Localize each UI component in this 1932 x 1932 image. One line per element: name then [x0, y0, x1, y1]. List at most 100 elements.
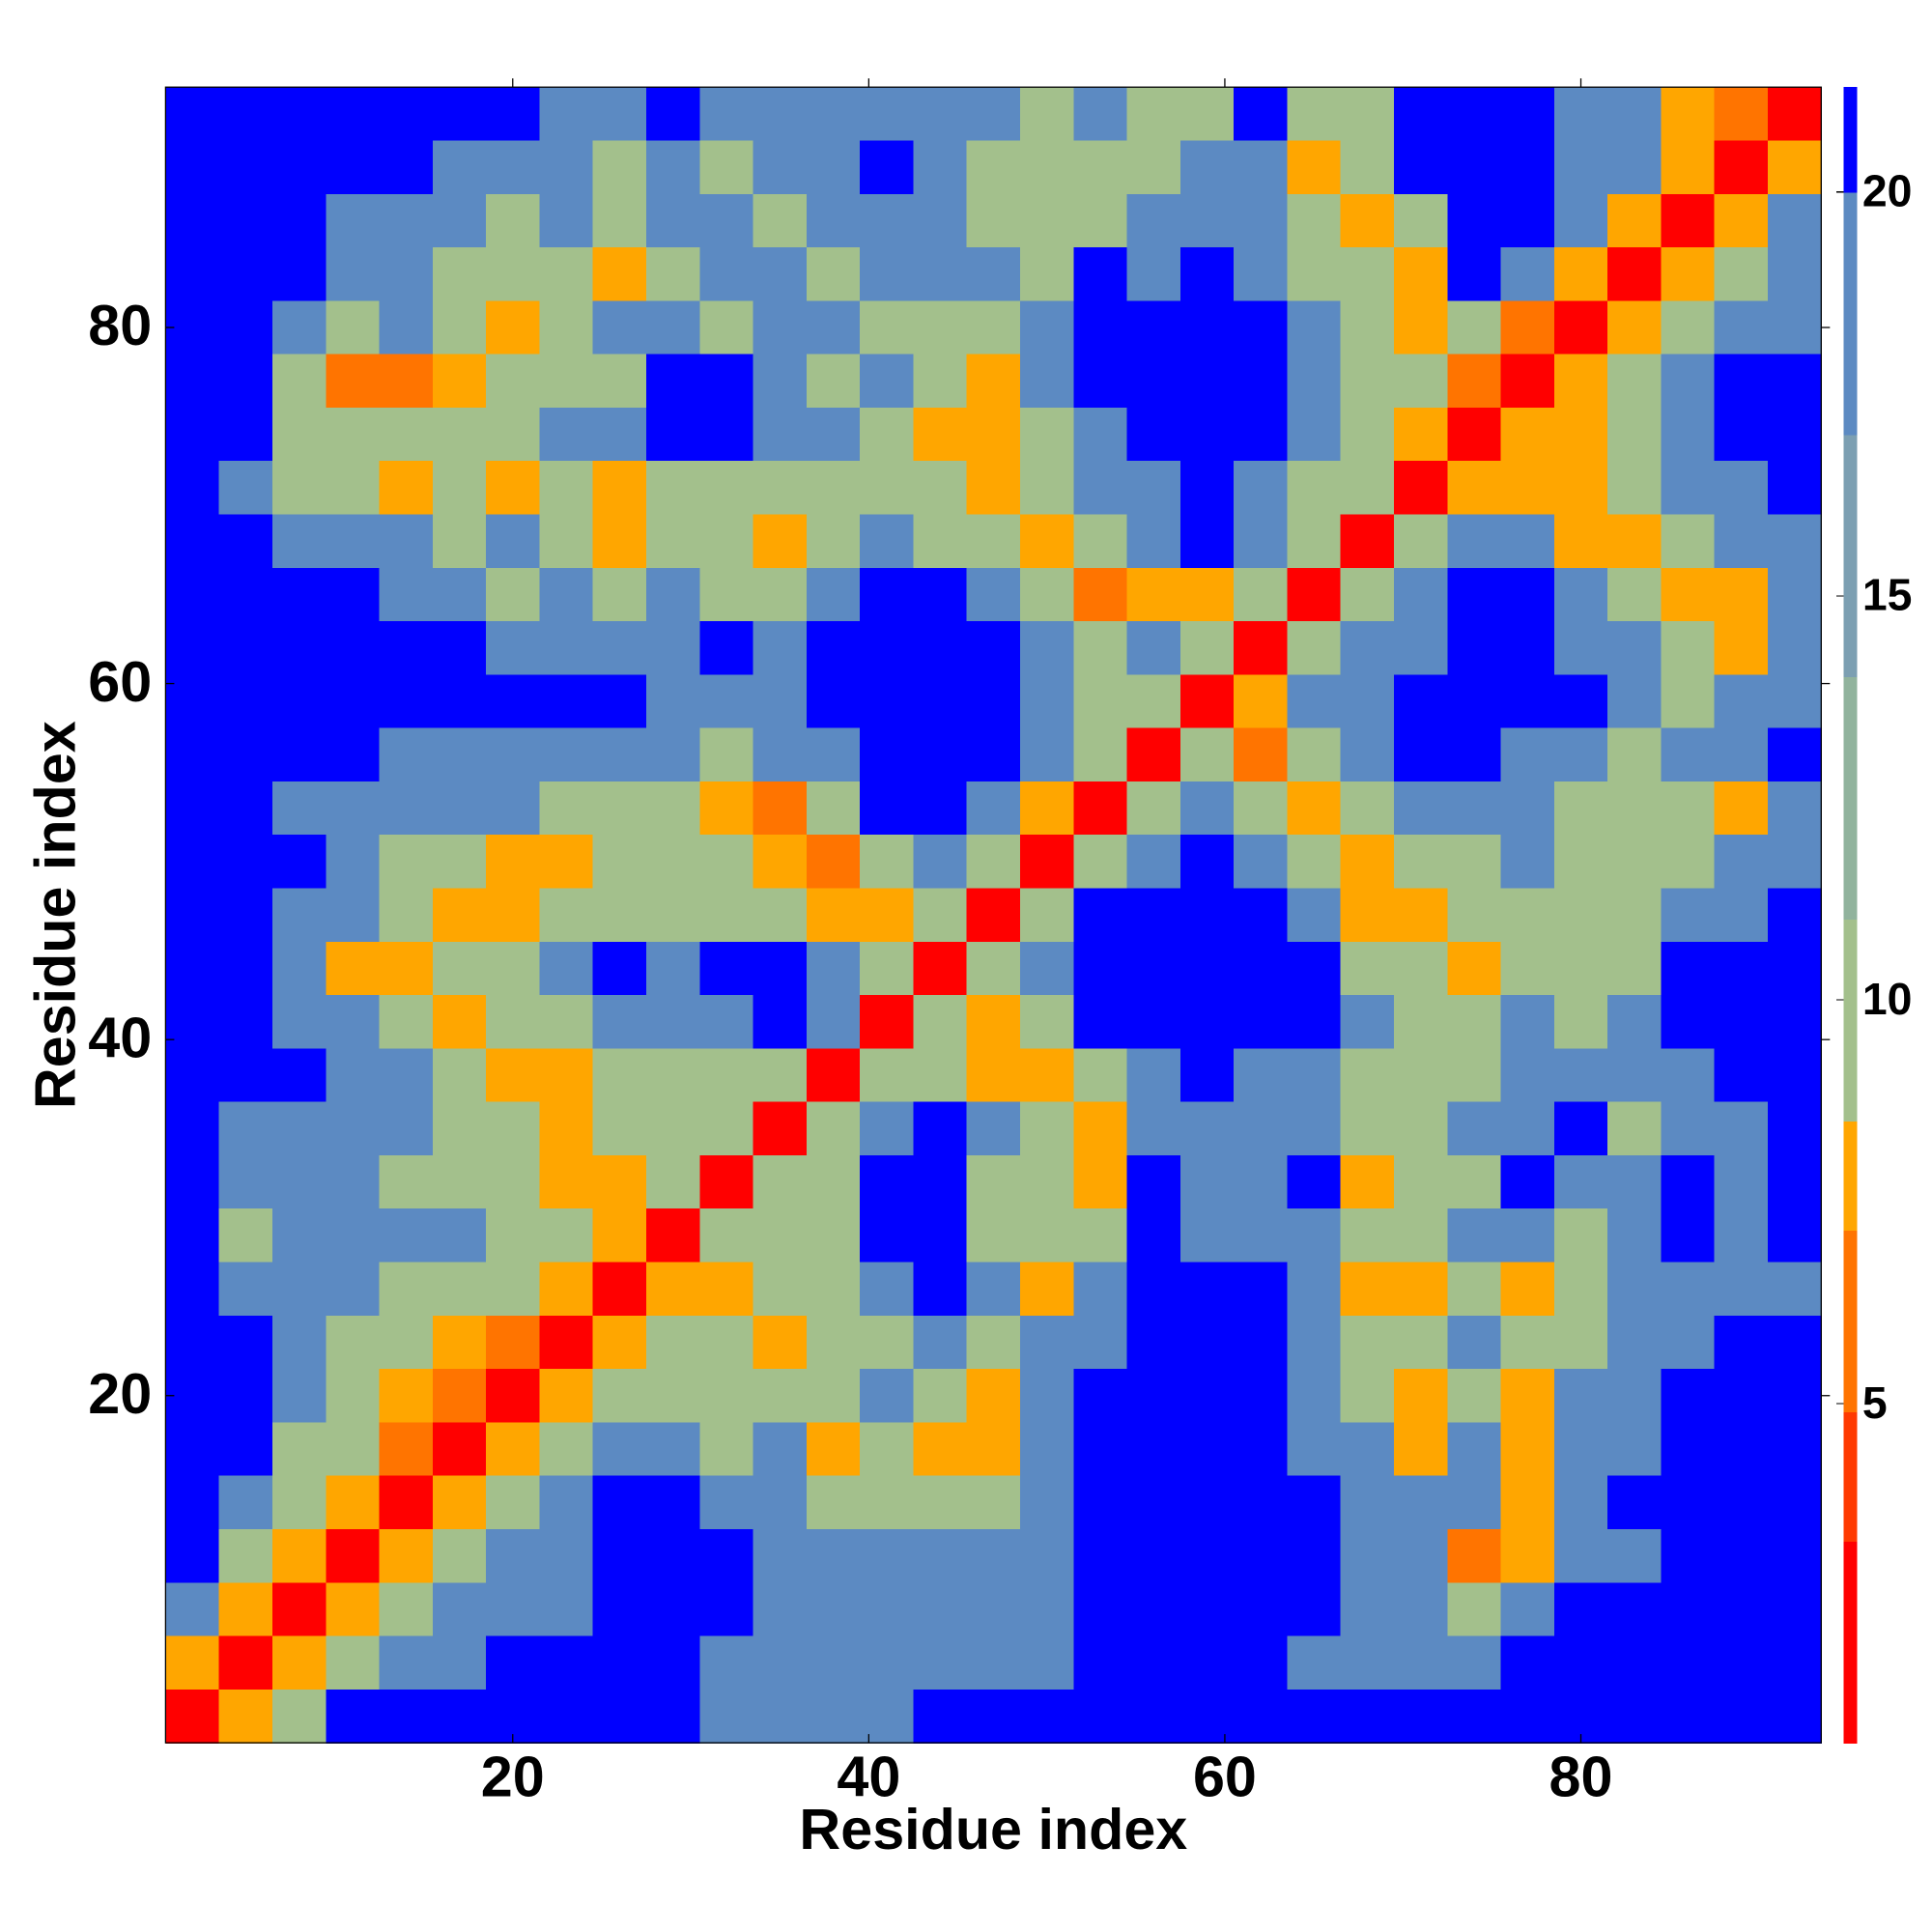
heatmap-cell: [913, 247, 968, 302]
heatmap-cell: [806, 300, 861, 355]
colorbar-band: [1843, 919, 1858, 1122]
heatmap-cell: [379, 87, 434, 142]
heatmap-cell: [379, 300, 434, 355]
heatmap-cell: [913, 1315, 968, 1370]
heatmap-cell: [645, 1262, 701, 1317]
heatmap-cell: [1179, 1154, 1235, 1210]
heatmap-cell: [753, 727, 808, 782]
heatmap-cell: [218, 1101, 273, 1156]
heatmap-cell: [1179, 1635, 1235, 1690]
heatmap-cell: [165, 1475, 220, 1530]
heatmap-cell: [1073, 1528, 1128, 1584]
heatmap-cell: [966, 1475, 1021, 1530]
heatmap-cell: [1287, 1422, 1342, 1477]
axes: 20 40 60 80 20 40 60 80: [88, 78, 1831, 1809]
heatmap-cell: [486, 140, 541, 195]
heatmap-cell: [1500, 300, 1555, 355]
heatmap-cell: [1019, 461, 1075, 516]
heatmap-cell: [1500, 1048, 1555, 1103]
heatmap-cell: [860, 621, 915, 676]
heatmap-cell: [1234, 1315, 1289, 1370]
heatmap-cell: [165, 1315, 220, 1370]
heatmap-cell: [486, 87, 541, 142]
heatmap-cell: [326, 1422, 381, 1477]
heatmap-cell: [1553, 1208, 1608, 1264]
heatmap-cell: [592, 140, 647, 195]
heatmap-cell: [486, 514, 541, 569]
heatmap-cell: [1073, 514, 1128, 569]
heatmap-cell: [913, 300, 968, 355]
heatmap-cell: [592, 247, 647, 302]
heatmap-cell: [1768, 727, 1823, 782]
heatmap-cell: [645, 514, 701, 569]
heatmap-cell: [1768, 941, 1823, 996]
heatmap-cell: [1500, 674, 1555, 729]
heatmap-cell: [806, 1689, 861, 1744]
heatmap-cell: [432, 193, 487, 248]
heatmap-cell: [379, 1689, 434, 1744]
heatmap-cell: [1287, 1048, 1342, 1103]
heatmap-cell: [699, 1422, 754, 1477]
heatmap-cell: [1607, 300, 1662, 355]
heatmap-cell: [966, 995, 1021, 1050]
heatmap-cell: [1500, 1475, 1555, 1530]
heatmap-cell: [432, 87, 487, 142]
heatmap-cell: [1661, 1689, 1716, 1744]
heatmap-cell: [1126, 1101, 1181, 1156]
heatmap-cell: [913, 1369, 968, 1424]
heatmap-cell: [1447, 247, 1502, 302]
heatmap-cell: [326, 87, 381, 142]
heatmap-cell: [1447, 941, 1502, 996]
heatmap-cell: [1607, 87, 1662, 142]
heatmap-cell: [326, 1208, 381, 1264]
y-tick-label: 40: [88, 1005, 152, 1069]
heatmap-cell: [1287, 514, 1342, 569]
heatmap-cell: [1768, 1528, 1823, 1584]
heatmap-cell: [1661, 407, 1716, 462]
heatmap-cell: [645, 941, 701, 996]
heatmap-cell: [1394, 1369, 1449, 1424]
heatmap-cell: [806, 941, 861, 996]
heatmap-cell: [1179, 674, 1235, 729]
heatmap-cell: [1234, 407, 1289, 462]
heatmap-cell: [1234, 1635, 1289, 1690]
heatmap-cell: [806, 1422, 861, 1477]
heatmap-cell: [1768, 193, 1823, 248]
heatmap-cell: [1234, 621, 1289, 676]
heatmap-cell: [218, 1475, 273, 1530]
heatmap-cell: [379, 621, 434, 676]
heatmap-cell: [1447, 1422, 1502, 1477]
heatmap-cell: [1019, 1154, 1075, 1210]
heatmap-cell: [753, 247, 808, 302]
heatmap-cell: [486, 1262, 541, 1317]
heatmap-cell: [486, 674, 541, 729]
heatmap-cell: [1661, 1475, 1716, 1530]
heatmap-cell: [913, 514, 968, 569]
heatmap-cell: [326, 995, 381, 1050]
heatmap-cell: [218, 781, 273, 837]
heatmap-cell: [1073, 995, 1128, 1050]
heatmap-cell: [1019, 1369, 1075, 1424]
heatmap-cell: [592, 781, 647, 837]
heatmap-cell: [913, 140, 968, 195]
heatmap-cell: [753, 1689, 808, 1744]
heatmap-cell: [1340, 1262, 1395, 1317]
heatmap-cell: [165, 781, 220, 837]
heatmap-cell: [379, 781, 434, 837]
heatmap-cell: [1500, 140, 1555, 195]
heatmap-cell: [753, 1262, 808, 1317]
heatmap-cell: [432, 1689, 487, 1744]
heatmap-cell: [645, 1048, 701, 1103]
heatmap-cell: [1287, 1528, 1342, 1584]
heatmap-cell: [1126, 461, 1181, 516]
heatmap-cell: [1287, 621, 1342, 676]
heatmap-cell: [539, 1635, 594, 1690]
heatmap-cell: [539, 1262, 594, 1317]
heatmap-cell: [592, 621, 647, 676]
heatmap-cell: [271, 1475, 327, 1530]
heatmap-cell: [1179, 354, 1235, 409]
heatmap-cell: [1340, 1048, 1395, 1103]
heatmap-cell: [539, 674, 594, 729]
heatmap-cell: [753, 354, 808, 409]
heatmap-cell: [432, 300, 487, 355]
